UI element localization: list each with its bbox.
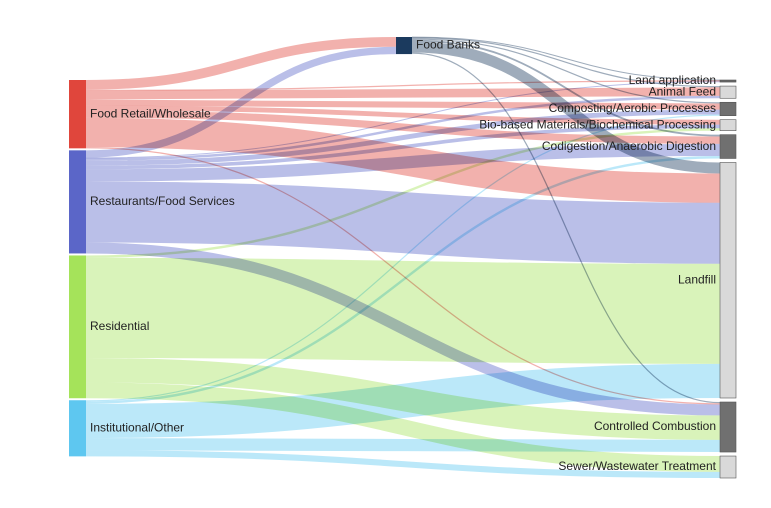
link-fb-to-feed[interactable]: [411, 37, 721, 88]
node-institutional-other[interactable]: [69, 400, 86, 457]
label-land-application: Land application: [629, 73, 716, 87]
label-bio-based-materials-biochemical-processing: Bio-based Materials/Biochemical Processi…: [479, 117, 716, 131]
label-controlled-combustion: Controlled Combustion: [594, 419, 716, 433]
link-fb-to-codig[interactable]: [411, 39, 721, 137]
link-rest-to-lf[interactable]: [85, 181, 721, 264]
link-retail-to-fb[interactable]: [85, 37, 397, 90]
labels-layer: Food Retail/Wholesale Restaurants/Food Se…: [90, 38, 717, 473]
label-institutional-other: Institutional/Other: [90, 420, 184, 434]
label-animal-feed: Animal Feed: [649, 84, 716, 98]
label-landfill: Landfill: [678, 272, 716, 286]
node-restaurants-food-services[interactable]: [69, 150, 86, 254]
node-land-application[interactable]: [719, 79, 737, 83]
label-composting-aerobic-processes: Composting/Aerobic Processes: [549, 101, 716, 115]
link-retail-to-bio[interactable]: [85, 105, 721, 125]
link-retail-to-feed[interactable]: [85, 87, 721, 100]
label-sewer-wastewater-treatment: Sewer/Wastewater Treatment: [558, 459, 716, 473]
nodes-layer: [69, 37, 737, 479]
node-codigestion-anaerobic-digestion[interactable]: [719, 134, 737, 159]
link-res-to-sew[interactable]: [85, 382, 721, 472]
link-fb-to-cc[interactable]: [411, 52, 721, 404]
node-bio-based-materials-biochemical-processing[interactable]: [719, 119, 737, 131]
label-residential: Residential: [90, 319, 149, 333]
label-food-retail-wholesale: Food Retail/Wholesale: [90, 106, 211, 120]
link-rest-to-feed[interactable]: [85, 95, 721, 161]
node-composting-aerobic-processes[interactable]: [719, 101, 737, 117]
link-rest-to-fb[interactable]: [85, 46, 397, 158]
link-fb-to-comp[interactable]: [411, 38, 721, 104]
link-fb-to-land[interactable]: [411, 36, 721, 81]
node-food-retail-wholesale[interactable]: [69, 80, 86, 149]
node-controlled-combustion[interactable]: [719, 401, 737, 453]
link-rest-to-codig[interactable]: [85, 143, 721, 182]
node-landfill[interactable]: [719, 162, 737, 399]
link-inst-to-lf[interactable]: [85, 363, 721, 439]
node-animal-feed[interactable]: [719, 85, 737, 99]
label-food-banks: Food Banks: [416, 38, 480, 52]
link-inst-to-cc[interactable]: [85, 438, 721, 453]
link-retail-to-comp[interactable]: [85, 99, 721, 110]
link-inst-to-codig[interactable]: [85, 156, 721, 404]
node-residential[interactable]: [69, 255, 86, 399]
node-sewer-wastewater-treatment[interactable]: [719, 455, 737, 479]
label-restaurants-food-services: Restaurants/Food Services: [90, 194, 235, 208]
link-rest-to-land[interactable]: [85, 81, 721, 159]
link-fb-to-lf[interactable]: [411, 41, 721, 174]
label-codigestion-anaerobic-digestion: Codigestion/Anaerobic Digestion: [542, 139, 716, 153]
link-res-to-lf[interactable]: [85, 257, 721, 364]
node-food-banks[interactable]: [396, 37, 412, 55]
link-inst-to-sew[interactable]: [85, 450, 721, 478]
links-layer: [85, 36, 721, 478]
link-rest-to-comp[interactable]: [85, 109, 721, 166]
link-retail-to-land[interactable]: [85, 80, 721, 91]
